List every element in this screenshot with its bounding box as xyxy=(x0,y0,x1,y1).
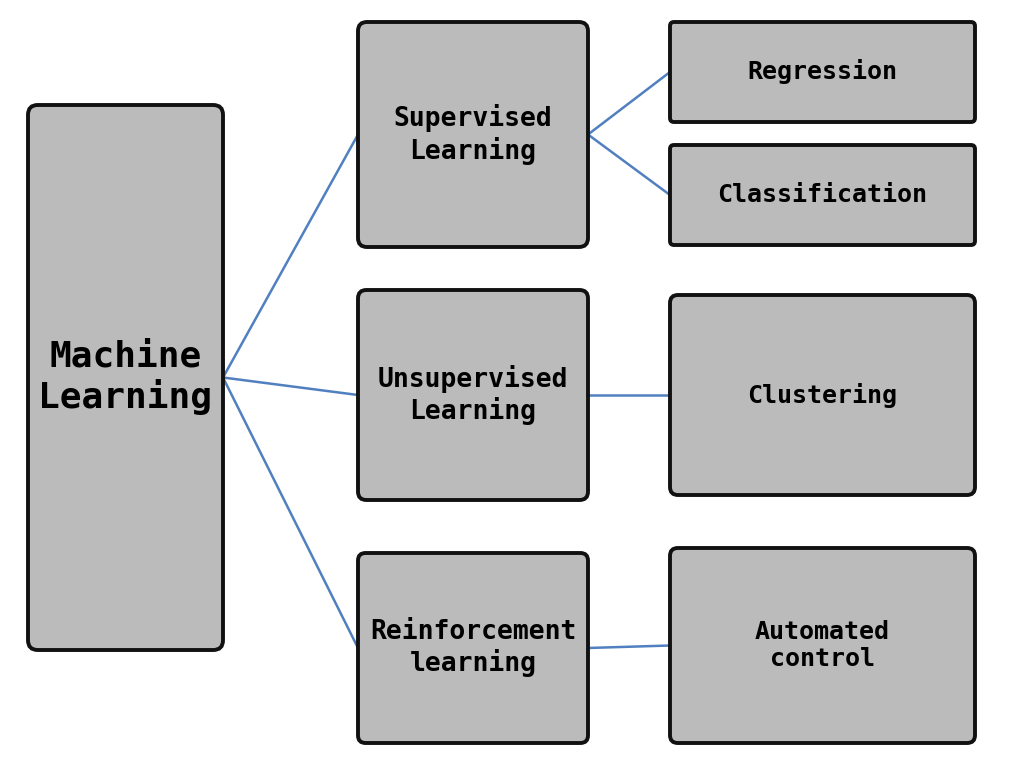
Text: Unsupervised
Learning: Unsupervised Learning xyxy=(377,365,568,425)
FancyBboxPatch shape xyxy=(358,290,587,500)
FancyBboxPatch shape xyxy=(669,295,974,495)
FancyBboxPatch shape xyxy=(358,553,587,743)
Text: Supervised
Learning: Supervised Learning xyxy=(393,105,552,165)
FancyBboxPatch shape xyxy=(28,105,223,650)
Text: Reinforcement
learning: Reinforcement learning xyxy=(370,618,576,677)
Text: Clustering: Clustering xyxy=(747,383,897,408)
Text: Classification: Classification xyxy=(716,183,926,207)
FancyBboxPatch shape xyxy=(669,548,974,743)
Text: Machine
Learning: Machine Learning xyxy=(39,339,212,415)
FancyBboxPatch shape xyxy=(669,22,974,122)
FancyBboxPatch shape xyxy=(669,145,974,245)
FancyBboxPatch shape xyxy=(358,22,587,247)
Text: Automated
control: Automated control xyxy=(754,619,890,671)
Text: Regression: Regression xyxy=(747,60,897,84)
